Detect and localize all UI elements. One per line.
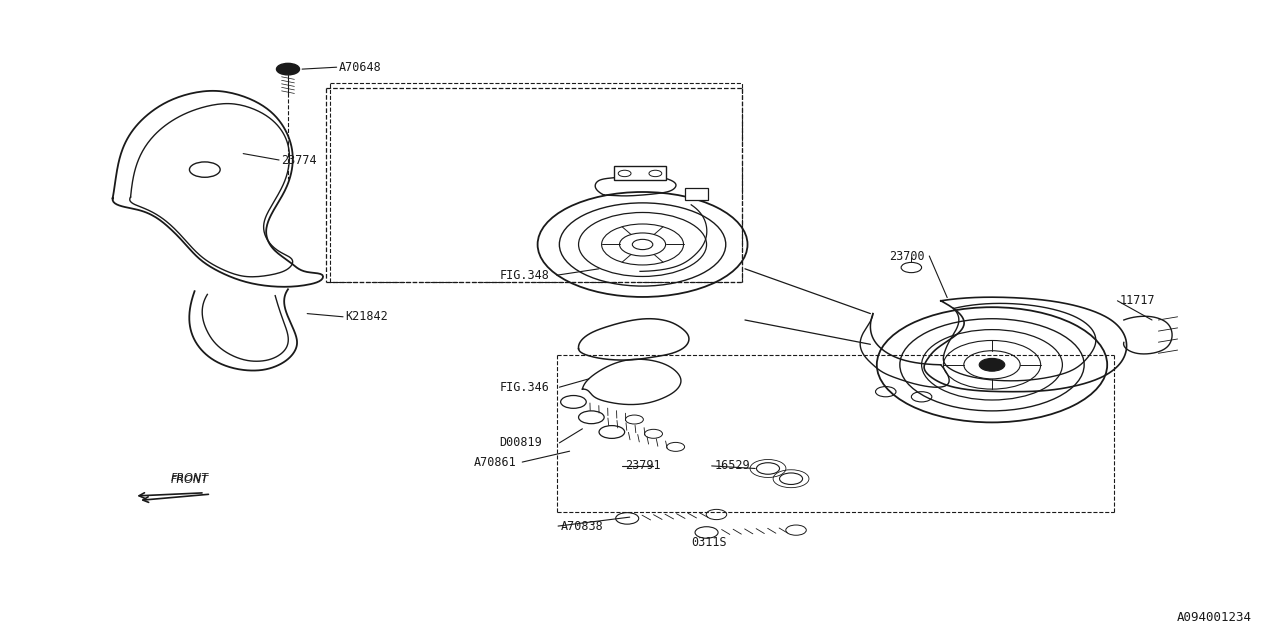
Text: 16529: 16529: [714, 460, 750, 472]
Text: FIG.346: FIG.346: [499, 381, 549, 394]
Circle shape: [979, 358, 1005, 371]
Circle shape: [276, 63, 300, 75]
Bar: [685, 188, 708, 200]
Text: 23774: 23774: [282, 154, 317, 166]
Text: A70648: A70648: [339, 61, 381, 74]
Text: K21842: K21842: [346, 310, 388, 323]
Text: 23791: 23791: [625, 460, 660, 472]
Text: FIG.348: FIG.348: [499, 269, 549, 282]
Text: FRONT: FRONT: [170, 473, 209, 483]
Text: A094001234: A094001234: [1176, 611, 1252, 624]
Text: 11717: 11717: [1120, 294, 1156, 307]
Text: 0311S: 0311S: [691, 536, 727, 549]
Text: A70838: A70838: [561, 520, 603, 532]
Text: FRONT: FRONT: [170, 475, 209, 485]
Text: 23700: 23700: [890, 250, 925, 262]
Text: D00819: D00819: [499, 436, 541, 449]
Bar: [614, 166, 666, 180]
Text: A70861: A70861: [474, 456, 516, 468]
